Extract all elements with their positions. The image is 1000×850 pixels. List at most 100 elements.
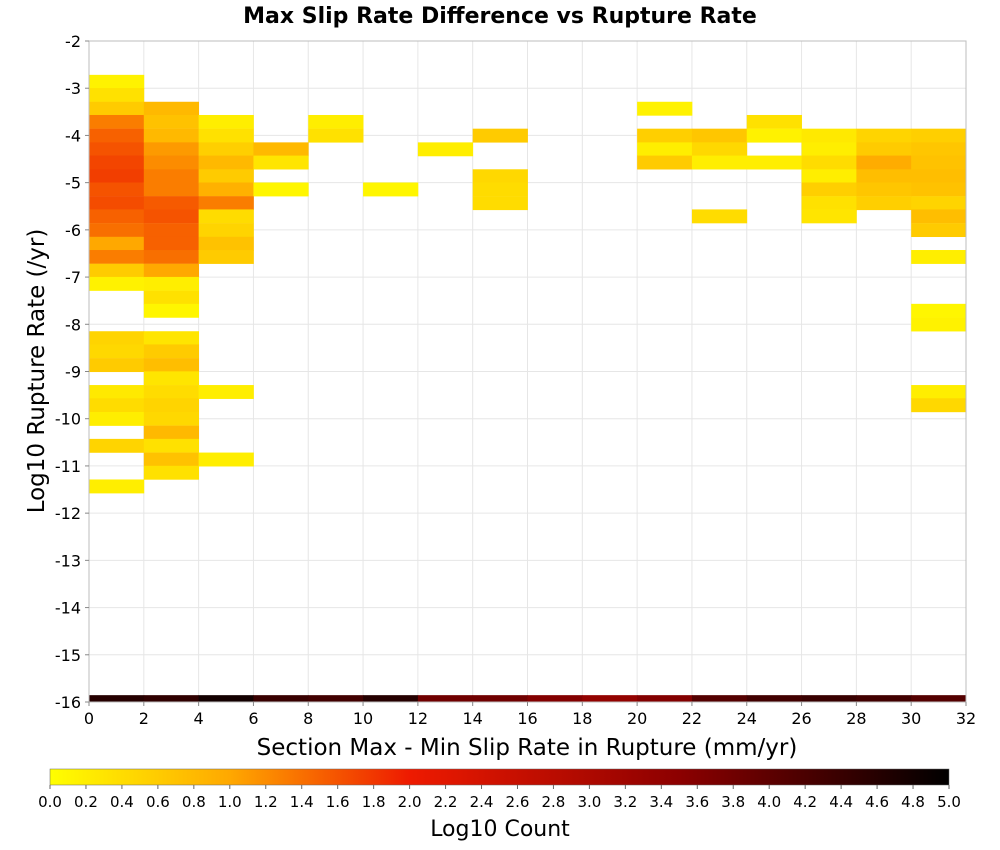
colorbar-tick-label: 1.4: [290, 793, 314, 811]
heatmap-cell: [472, 695, 528, 703]
y-tick-label: -14: [55, 599, 81, 618]
heatmap-cell: [253, 155, 309, 170]
heatmap-cell: [198, 155, 254, 170]
y-tick-label: -5: [65, 174, 81, 193]
y-axis-ticks: -16 -15 -14 -13 -12 -11 -10 -9 -8 -7 -6 -5 -4 -3 -2: [55, 32, 89, 712]
heatmap-cell: [89, 263, 145, 278]
heatmap-cell: [911, 317, 967, 332]
heatmap-cell: [143, 209, 200, 224]
heatmap-cell: [89, 385, 145, 399]
heatmap-cell: [746, 155, 802, 170]
heatmap-cell: [637, 101, 693, 116]
heatmap-cell: [746, 114, 802, 129]
x-tick-label: 6: [248, 709, 258, 728]
heatmap-cell: [89, 236, 145, 251]
heatmap-cell: [143, 196, 200, 211]
heatmap-cell: [911, 169, 967, 184]
colorbar-tick-label: 4.4: [829, 793, 853, 811]
heatmap-cell: [363, 182, 419, 197]
colorbar-tick-label: 3.0: [577, 793, 601, 811]
colorbar-tick-label: 1.6: [326, 793, 350, 811]
heatmap-cell: [143, 398, 200, 413]
heatmap-cell: [143, 223, 200, 238]
heatmap-cell: [911, 250, 967, 264]
heatmap-cell: [143, 155, 200, 170]
heatmap-cell: [911, 385, 967, 399]
heatmap-cell: [856, 155, 912, 170]
heatmap-cell: [801, 196, 857, 211]
colorbar-tick-label: 2.2: [434, 793, 458, 811]
heatmap-cell: [143, 114, 200, 129]
colorbar-tick-label: 4.8: [901, 793, 925, 811]
colorbar-tick-label: 0.0: [38, 793, 62, 811]
colorbar-tick-label: 1.0: [218, 793, 242, 811]
heatmap-cell: [143, 250, 200, 264]
heatmap-cell: [911, 695, 967, 703]
heatmap-cell: [801, 695, 857, 703]
heatmap-cell: [691, 142, 748, 157]
heatmap-cell: [143, 236, 200, 251]
heatmap-cell: [801, 169, 857, 184]
heatmap-cell: [143, 263, 200, 278]
colorbar-label: Log10 Count: [430, 817, 570, 842]
y-tick-label: -6: [65, 221, 81, 240]
chart-title: Max Slip Rate Difference vs Rupture Rate: [243, 4, 757, 29]
heatmap-cell: [89, 223, 145, 238]
x-tick-label: 8: [303, 709, 313, 728]
heatmap-cell: [801, 155, 857, 170]
heatmap-cell: [89, 358, 145, 373]
heatmap-cell: [198, 169, 254, 184]
heatmap-cell: [253, 182, 309, 197]
heatmap-cell: [911, 196, 967, 211]
heatmap-cell: [198, 209, 254, 224]
heatmap-cell: [89, 438, 145, 453]
colorbar-tick-label: 4.2: [793, 793, 817, 811]
heatmap-cell: [198, 182, 254, 197]
colorbar-tick-label: 0.6: [146, 793, 170, 811]
heatmap-cell: [856, 142, 912, 157]
heatmap-cell: [253, 142, 309, 157]
x-tick-label: 22: [682, 709, 702, 728]
heatmap-cell: [89, 114, 145, 129]
heatmap-cell: [143, 695, 200, 703]
heatmap-cell: [746, 695, 802, 703]
heatmap-cell: [198, 128, 254, 143]
colorbar-tick-label: 2.6: [506, 793, 530, 811]
y-axis-label: Log10 Rupture Rate (/yr): [24, 229, 50, 514]
heatmap-cell: [308, 128, 364, 143]
heatmap-cell: [691, 209, 748, 224]
heatmap-cell: [89, 411, 145, 426]
heatmap-cell: [911, 182, 967, 197]
heatmap-cell: [89, 155, 145, 170]
heatmap-cell: [143, 128, 200, 143]
colorbar-tick-label: 1.2: [254, 793, 278, 811]
heatmap-cell: [637, 142, 693, 157]
heatmap-cell: [911, 223, 967, 238]
heatmap-cell: [691, 128, 748, 143]
heatmap-cell: [89, 128, 145, 143]
heatmap-cell: [637, 695, 693, 703]
heatmap-cell: [363, 695, 419, 703]
heatmap-cell: [89, 331, 145, 346]
heatmap-cell: [472, 196, 528, 211]
colorbar-tick-label: 0.2: [74, 793, 98, 811]
heatmap-cell: [582, 695, 638, 703]
heatmap-cell: [801, 142, 857, 157]
heatmap-cell: [911, 303, 967, 318]
colorbar-tick-label: 1.8: [362, 793, 386, 811]
colorbar-ticks: 0.0 0.2 0.4 0.6 0.8 1.0 1.2 1.4 1.6 1.8 2.0 2.2 2.4 2…: [38, 785, 961, 811]
heatmap-cell: [472, 128, 528, 143]
x-tick-label: 10: [353, 709, 373, 728]
heatmap-cell: [308, 695, 364, 703]
heatmap-cell: [143, 425, 200, 440]
heatmap-cell: [89, 344, 145, 359]
heatmap-cell: [89, 196, 145, 211]
x-tick-label: 28: [846, 709, 866, 728]
heatmap-cell: [143, 142, 200, 157]
heatmap-cell: [143, 385, 200, 399]
heatmap-cell: [856, 182, 912, 197]
heatmap-cell: [143, 465, 200, 480]
x-tick-label: 12: [408, 709, 428, 728]
x-tick-label: 4: [194, 709, 204, 728]
